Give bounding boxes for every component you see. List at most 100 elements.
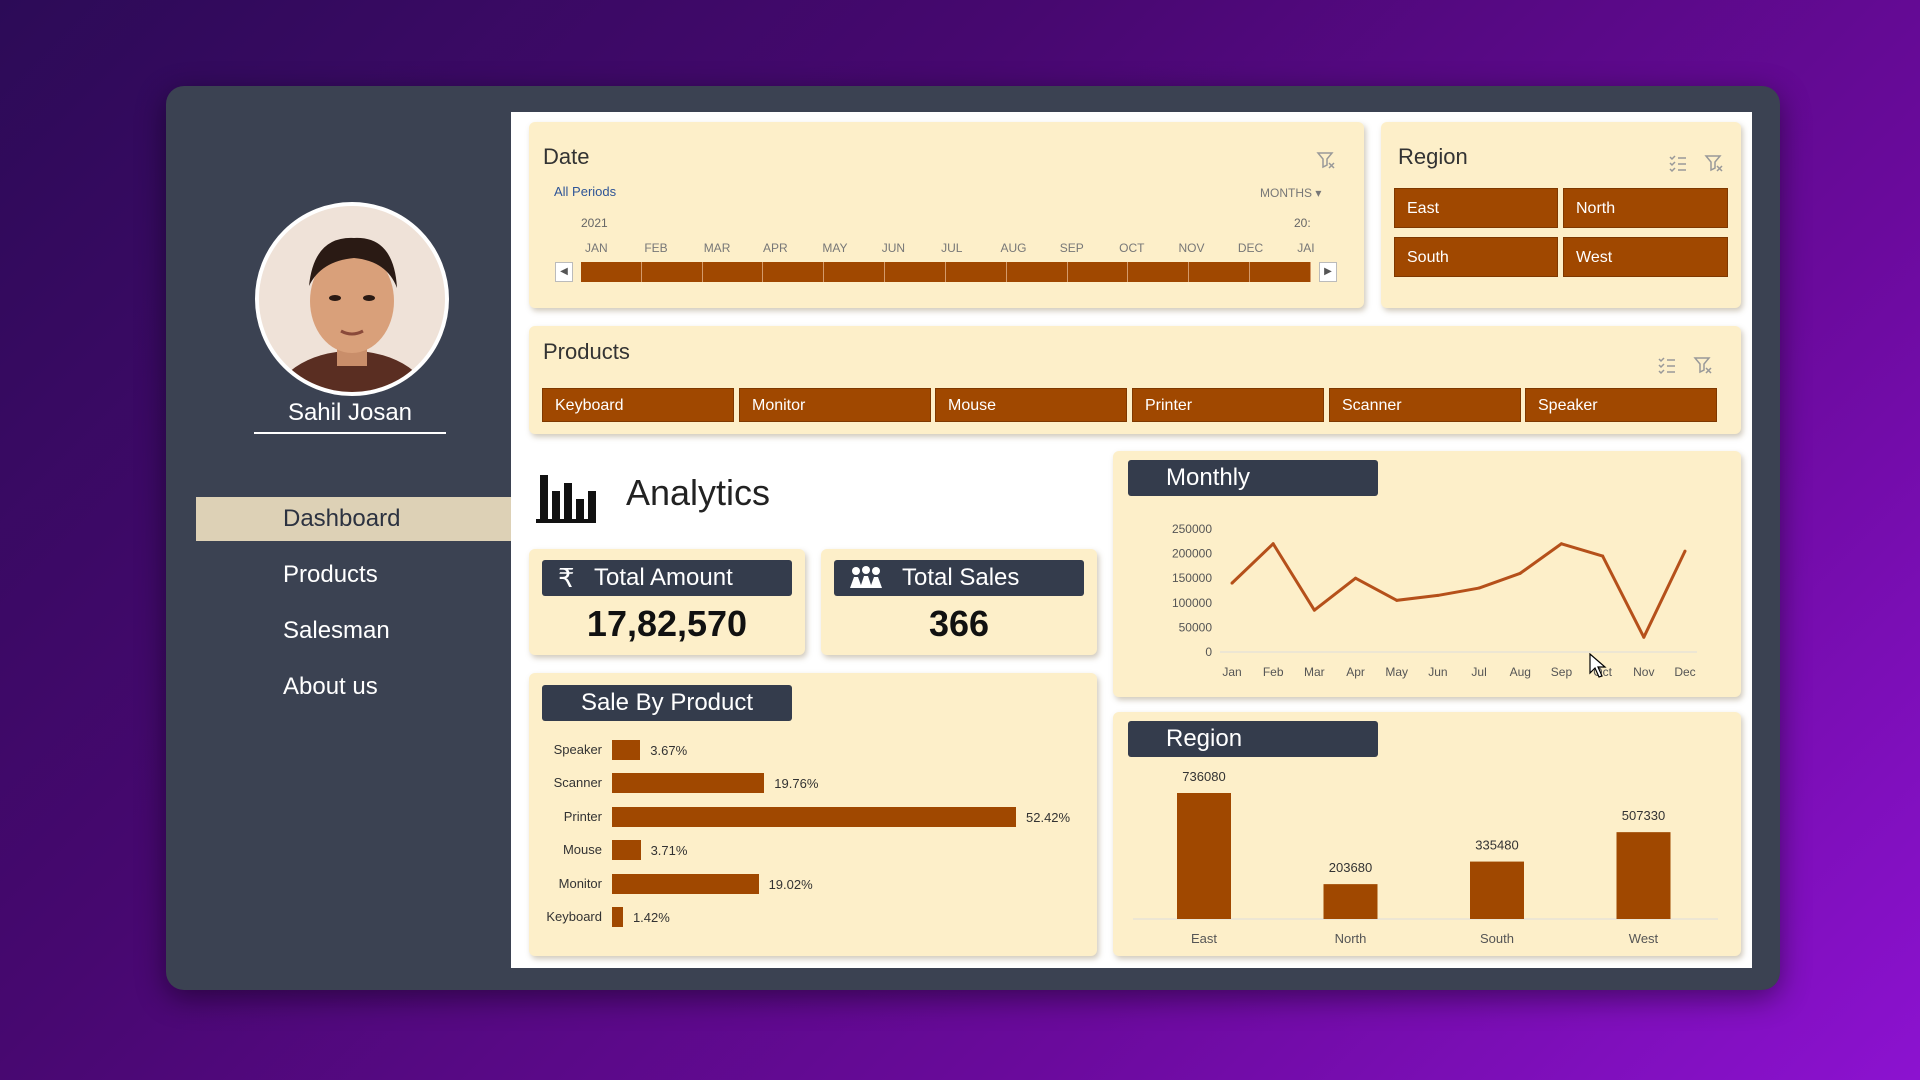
line-point [1312, 608, 1316, 612]
nav-item-salesman[interactable]: Salesman [283, 617, 390, 644]
region-button-west[interactable]: West [1563, 237, 1728, 277]
bar-value-label: 19.76% [774, 776, 819, 792]
timeline-year-next: 20: [1294, 216, 1311, 230]
user-name-underline [254, 432, 446, 434]
clear-filter-icon[interactable] [1693, 355, 1713, 375]
timeline-bar[interactable] [581, 262, 1311, 282]
bar-category-label: Mouse [562, 842, 602, 858]
line-point [1683, 549, 1687, 553]
timeline-month-segment[interactable] [824, 262, 886, 282]
timeline-scroll-right-icon[interactable]: ▶ [1319, 262, 1337, 282]
monthly-line-chart: 250000 200000 150000 100000 50000 0 Jan Feb Mar A… [1172, 522, 1697, 679]
x-tick-label: Mar [1304, 665, 1325, 679]
timeline-month-label: MAR [703, 241, 731, 255]
product-button-scanner[interactable]: Scanner [1329, 388, 1521, 422]
bar [612, 806, 1016, 827]
bar-value-label: 203680 [1329, 860, 1372, 875]
bar-chart-icon [536, 475, 596, 523]
product-button-speaker[interactable]: Speaker [1525, 388, 1717, 422]
timeline-month-segment[interactable] [946, 262, 1007, 282]
product-button-printer[interactable]: Printer [1132, 388, 1324, 422]
x-tick-label: Jul [1471, 665, 1486, 679]
clear-filter-icon[interactable] [1704, 153, 1724, 173]
y-tick-label: 250000 [1172, 522, 1212, 536]
total-amount-value: 17,82,570 [586, 603, 748, 644]
region-button-north[interactable]: North [1563, 188, 1728, 228]
line-point [1395, 598, 1399, 602]
y-tick-label: 150000 [1172, 571, 1212, 585]
nav-item-products[interactable]: Products [283, 561, 378, 588]
timeline-month-label: SEP [1059, 241, 1084, 255]
bar-category-label: Speaker [553, 742, 602, 757]
region-bar [1323, 884, 1378, 919]
bar-category-label: Scanner [553, 775, 602, 791]
region-button-south[interactable]: South [1394, 237, 1558, 277]
product-button-mouse[interactable]: Mouse [935, 388, 1127, 422]
line-point [1436, 593, 1440, 597]
x-tick-label: Apr [1346, 665, 1365, 679]
total-amount-label: Total Amount [594, 564, 733, 591]
y-tick-label: 0 [1205, 645, 1212, 659]
timeline-month-segment[interactable] [581, 262, 642, 282]
y-tick-label: 200000 [1172, 547, 1212, 561]
timeline-month-label: DEC [1237, 241, 1264, 255]
timeline-month-label: OCT [1119, 241, 1145, 255]
monthly-series-line [1230, 542, 1687, 639]
bar-value-label: 335480 [1475, 838, 1518, 853]
product-button-monitor[interactable]: Monitor [739, 388, 931, 422]
timeline-month-segment[interactable] [1128, 262, 1190, 282]
region-button-east[interactable]: East [1394, 188, 1558, 228]
bar-category-label: Printer [563, 808, 602, 824]
bar [612, 840, 641, 861]
products-slicer-title: Products [543, 339, 630, 364]
multi-select-icon[interactable] [1657, 355, 1677, 375]
x-tick-label: North [1335, 931, 1367, 946]
line-point [1601, 554, 1605, 558]
timeline-month-label: MAY [822, 241, 848, 255]
monthly-chart-title: Monthly [1128, 460, 1378, 496]
timeline-scroll-left-icon[interactable]: ◀ [555, 262, 573, 282]
sale-by-product-title: Sale By Product [542, 685, 792, 721]
sidebar: Sahil Josan Dashboard Products Salesman … [166, 86, 511, 990]
nav-item-dashboard[interactable]: Dashboard [196, 497, 511, 541]
clear-filter-icon[interactable] [1316, 150, 1336, 170]
line-point [1477, 586, 1481, 590]
timeline-month-label: FEB [644, 241, 668, 255]
chevron-down-icon: ▾ [1315, 186, 1322, 200]
region-bar [1177, 793, 1231, 919]
x-tick-label: Feb [1263, 665, 1284, 679]
bar-category-label: Keyboard [546, 909, 602, 924]
line-point [1518, 571, 1522, 575]
timeline-month-segment[interactable] [1250, 262, 1311, 282]
timeline-month-segment[interactable] [885, 262, 946, 282]
x-tick-label: May [1385, 665, 1408, 679]
timeline-month-segment[interactable] [1068, 262, 1129, 282]
total-sales-label: Total Sales [902, 564, 1020, 591]
timeline-month-segment[interactable] [642, 262, 703, 282]
multi-select-icon[interactable] [1668, 153, 1688, 173]
x-tick-label: Jan [1222, 665, 1241, 679]
analytics-title: Analytics [626, 472, 771, 513]
bar-value-label: 1.42% [632, 910, 670, 925]
time-level-dropdown[interactable]: MONTHS ▾ [1260, 186, 1321, 200]
timeline-month-segment[interactable] [1189, 262, 1251, 282]
x-tick-label: Nov [1633, 665, 1654, 679]
region-bar [1470, 861, 1524, 919]
line-point [1559, 542, 1563, 546]
nav-item-about-us[interactable]: About us [283, 673, 378, 700]
timeline-month-segment[interactable] [1007, 262, 1068, 282]
mouse-cursor-icon [1589, 653, 1607, 678]
line-point [1354, 576, 1358, 580]
timeline-month-segment[interactable] [763, 262, 825, 282]
region-bar [1616, 832, 1671, 919]
timeline-month-label: NOV [1178, 241, 1205, 255]
timeline-month-segment[interactable] [703, 262, 764, 282]
bar-value-label: 52.42% [1026, 809, 1071, 825]
product-button-keyboard[interactable]: Keyboard [542, 388, 734, 422]
bar [612, 873, 759, 894]
all-periods-label[interactable]: All Periods [554, 184, 617, 199]
date-slicer-title: Date [543, 144, 590, 169]
x-tick-label: Sep [1551, 665, 1573, 679]
rupee-icon: ₹ [558, 563, 575, 593]
y-tick-label: 50000 [1179, 620, 1213, 634]
